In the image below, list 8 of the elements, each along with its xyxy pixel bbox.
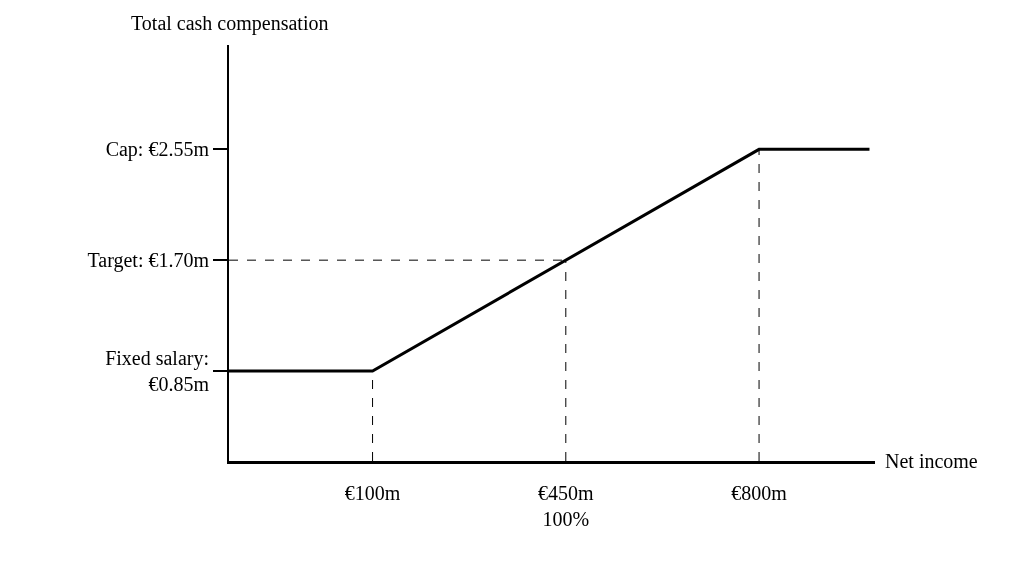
y-tick-label: Fixed salary: €0.85m — [105, 347, 210, 396]
y-axis-title: Total cash compensation — [131, 12, 329, 35]
x-tick-label: €100m — [344, 482, 401, 504]
y-tick-label: Target: €1.70m — [87, 249, 210, 273]
y-tick-label: Cap: €2.55m — [105, 138, 210, 162]
x-tick-label: €800m — [731, 482, 788, 504]
x-tick-label: €450m 100% — [538, 482, 595, 530]
x-axis-title: Net income — [885, 450, 978, 472]
